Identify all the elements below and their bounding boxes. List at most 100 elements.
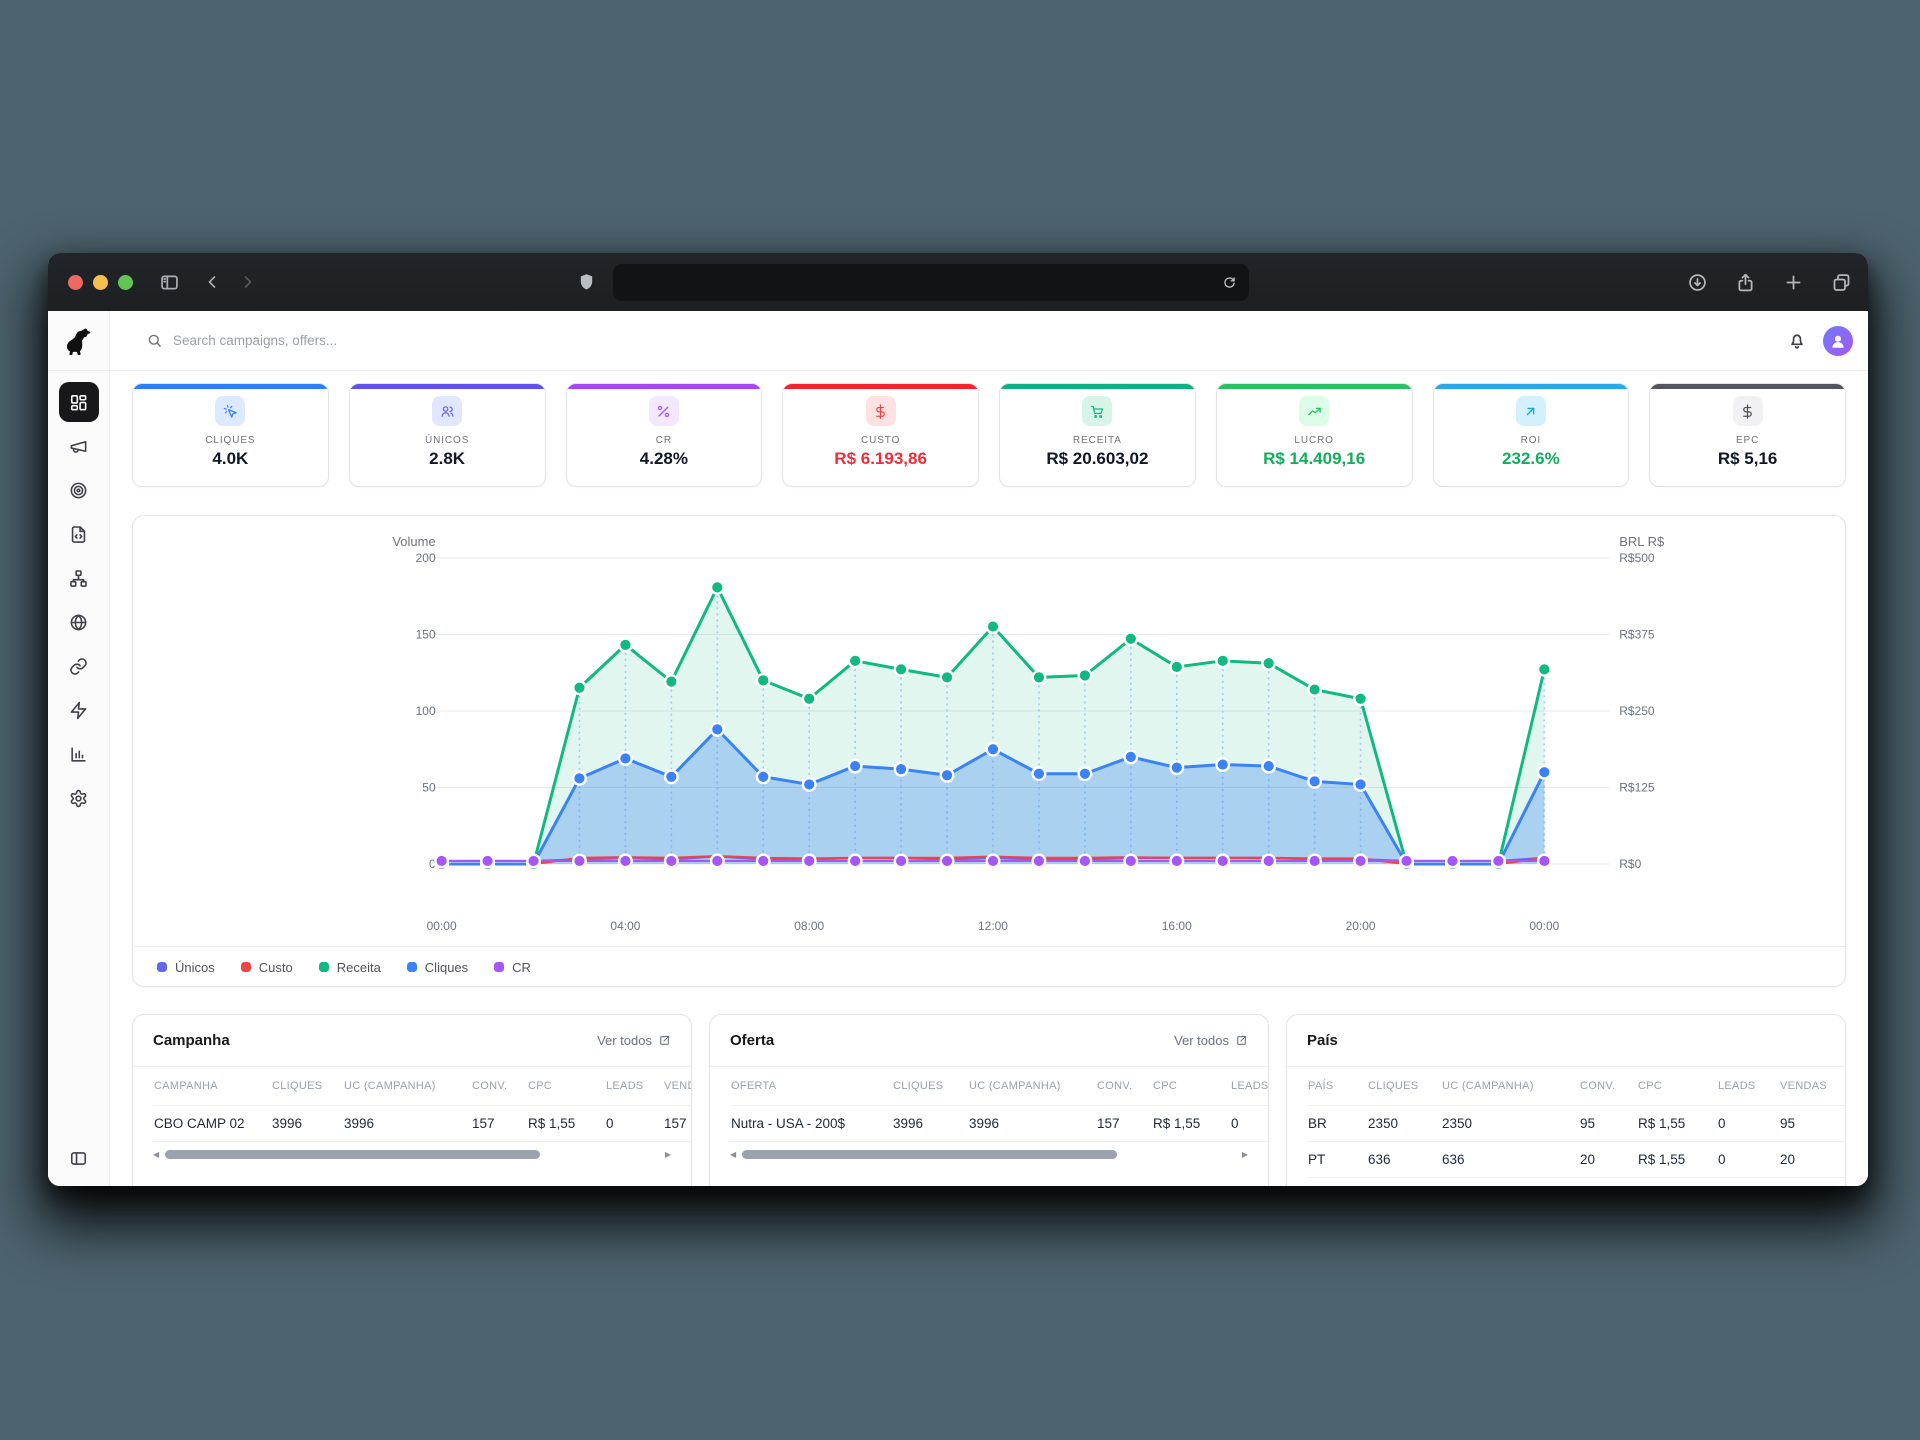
receita-point xyxy=(1536,661,1552,677)
sidebar-toggle-button[interactable] xyxy=(159,272,180,293)
zap-icon xyxy=(70,701,87,719)
reload-icon[interactable] xyxy=(1222,275,1237,290)
scrollbar-thumb[interactable] xyxy=(742,1150,1118,1159)
left-axis-tick: 100 xyxy=(416,704,436,718)
receita-point xyxy=(571,680,587,696)
zoom-window-button[interactable] xyxy=(118,274,133,290)
table-cell: 157 xyxy=(471,1105,527,1142)
legend-item-receita[interactable]: Receita xyxy=(318,959,381,975)
legend-label: Receita xyxy=(336,959,381,975)
dog-icon xyxy=(66,327,90,355)
app-root: Search campaigns, offers... CLIQUES 4.0K Ú… xyxy=(48,311,1868,1186)
forward-button[interactable] xyxy=(238,272,258,292)
table-cell: 2350 xyxy=(1441,1105,1579,1142)
sidebar-item-target[interactable] xyxy=(57,468,101,512)
table-title: Oferta xyxy=(730,1032,775,1049)
kpi-accent-bar xyxy=(1000,384,1195,389)
table-card-header: Oferta Ver todos xyxy=(710,1015,1268,1067)
close-window-button[interactable] xyxy=(68,274,83,290)
address-bar[interactable] xyxy=(613,263,1249,301)
horizontal-scrollbar[interactable]: ◀▶ xyxy=(153,1149,671,1161)
bar-chart-icon xyxy=(71,746,86,762)
tabs-button[interactable] xyxy=(1831,272,1852,293)
sidebar-item-megaphone[interactable] xyxy=(57,424,101,468)
sidebar-item-network[interactable] xyxy=(57,556,101,600)
arrow-up-right-icon xyxy=(1527,407,1535,415)
scrollbar-track[interactable] xyxy=(165,1150,659,1159)
right-axis-tick: R$500 xyxy=(1619,551,1655,565)
cliques-point xyxy=(985,741,1001,757)
table-scroll-area: CAMPANHA CLIQUES UC (CAMPANHA) CONV. CPC LEAD… xyxy=(133,1067,691,1142)
scroll-left-arrow[interactable]: ◀ xyxy=(153,1149,160,1159)
main-area: Search campaigns, offers... CLIQUES 4.0K Ú… xyxy=(110,311,1868,1186)
legend-item-únicos[interactable]: Únicos xyxy=(157,960,215,975)
legend-item-custo[interactable]: Custo xyxy=(240,960,293,975)
search-input[interactable]: Search campaigns, offers... xyxy=(146,332,1787,349)
scroll-left-arrow[interactable]: ◀ xyxy=(730,1149,737,1159)
scrollbar-track[interactable] xyxy=(742,1150,1236,1159)
table-cell: 95 xyxy=(1579,1105,1637,1142)
legend-dot xyxy=(406,962,417,972)
user-avatar[interactable] xyxy=(1823,325,1853,356)
tabs-icon xyxy=(1833,273,1850,291)
ver-todos-link[interactable]: Ver todos xyxy=(597,1033,671,1048)
kpi-icon-chip xyxy=(215,396,246,426)
sidebar-item-file-code[interactable] xyxy=(57,512,101,556)
cursor-click-icon xyxy=(223,404,237,418)
scrollbar-thumb[interactable] xyxy=(165,1150,541,1159)
plus-button[interactable] xyxy=(1783,272,1804,293)
ver-todos-link[interactable]: Ver todos xyxy=(1174,1033,1248,1048)
notifications-bell-icon[interactable] xyxy=(1787,331,1807,351)
sidebar-item-link[interactable] xyxy=(57,644,101,688)
column-header: CPC xyxy=(1637,1067,1717,1106)
cr-point xyxy=(480,853,496,869)
kpi-value: 4.28% xyxy=(639,449,688,468)
cliques-point xyxy=(801,776,817,792)
scroll-right-arrow[interactable]: ▶ xyxy=(1241,1149,1248,1159)
kpi-card-lucro: LUCRO R$ 14.409,16 xyxy=(1215,383,1413,487)
app-logo[interactable] xyxy=(48,311,109,371)
receita-point xyxy=(617,637,633,653)
right-axis-tick: R$250 xyxy=(1619,704,1655,718)
sidebar-item-settings[interactable] xyxy=(57,776,101,820)
scroll-right-arrow[interactable]: ▶ xyxy=(664,1149,671,1159)
kpi-label: CR xyxy=(655,435,672,446)
legend-item-cliques[interactable]: Cliques xyxy=(406,960,468,975)
share-button[interactable] xyxy=(1735,272,1756,293)
cr-point xyxy=(1215,853,1231,869)
table-scroll-area: PAÍS CLIQUES UC (CAMPANHA) CONV. CPC LEADS VEN… xyxy=(1287,1067,1845,1178)
bell-icon xyxy=(1791,334,1803,349)
download-button[interactable] xyxy=(1687,272,1708,293)
receita-area xyxy=(441,587,1545,864)
table-cell: 20 xyxy=(1779,1141,1845,1178)
collapse-sidebar-button[interactable] xyxy=(69,1149,88,1168)
sidebar-item-globe[interactable] xyxy=(57,600,101,644)
horizontal-scrollbar[interactable]: ◀▶ xyxy=(1307,1185,1825,1187)
cr-point xyxy=(1031,853,1047,869)
cr-point xyxy=(1261,853,1277,869)
table-card-header: País xyxy=(1287,1015,1845,1067)
sidebar-item-zap[interactable] xyxy=(57,688,101,732)
x-axis-tick: 00:00 xyxy=(427,919,457,933)
download-icon xyxy=(1689,273,1706,291)
data-table: PAÍS CLIQUES UC (CAMPANHA) CONV. CPC LEADS VEN… xyxy=(1307,1067,1845,1178)
horizontal-scrollbar[interactable]: ◀▶ xyxy=(730,1149,1248,1161)
sidebar-item-layout-dashboard[interactable] xyxy=(58,382,99,422)
cliques-point xyxy=(1169,760,1185,776)
minimize-window-button[interactable] xyxy=(93,274,108,290)
chart-legend: Únicos Custo Receita Cliques CR xyxy=(133,946,1845,987)
kpi-accent-bar xyxy=(1650,384,1845,389)
cliques-point xyxy=(1077,766,1093,782)
legend-item-cr[interactable]: CR xyxy=(494,960,531,975)
cr-point xyxy=(755,853,771,869)
receita-point xyxy=(1031,669,1047,685)
back-button[interactable] xyxy=(202,272,222,292)
sidebar-item-bar-chart[interactable] xyxy=(57,732,101,776)
privacy-shield-icon[interactable] xyxy=(576,272,597,293)
table-cell: R$ 1,55 xyxy=(527,1105,605,1142)
